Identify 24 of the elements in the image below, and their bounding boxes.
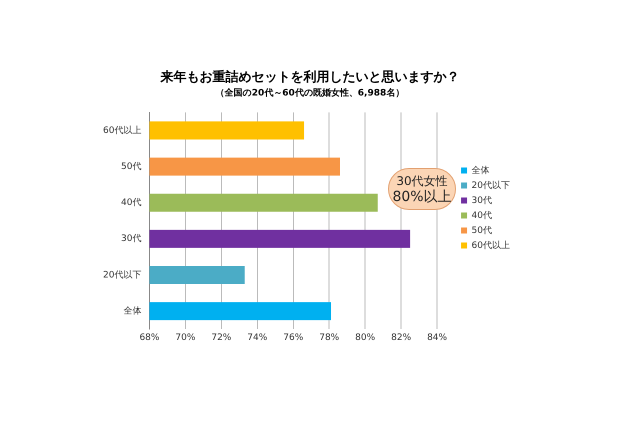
y-tick-label: 40代	[121, 197, 142, 208]
y-tick-label: 30代	[121, 233, 142, 244]
chart-subtitle: （全国の20代～60代の既婚女性、6,988名）	[216, 87, 404, 98]
legend-label: 20代以下	[472, 180, 510, 191]
legend-label: 50代	[472, 224, 492, 236]
y-tick-label: 50代	[121, 160, 142, 172]
x-tick-label: 82%	[391, 332, 412, 343]
legend-label: 全体	[472, 164, 490, 176]
x-tick-label: 74%	[247, 332, 268, 343]
x-tick-label: 70%	[175, 332, 196, 343]
legend-label: 40代	[472, 210, 492, 221]
x-tick-label: 72%	[211, 332, 232, 343]
x-tick-label: 78%	[319, 332, 340, 343]
legend-label: 30代	[472, 194, 492, 206]
chart-title: 来年もお重詰めセットを利用したいと思いますか？	[160, 69, 460, 86]
y-tick-label: 60代以上	[103, 124, 142, 136]
x-tick-label: 80%	[355, 332, 376, 343]
y-tick-label: 全体	[123, 305, 142, 316]
x-tick-label: 76%	[283, 332, 304, 343]
x-tick-label: 68%	[139, 332, 160, 343]
y-tick-label: 20代以下	[103, 269, 142, 280]
x-tick-label: 84%	[427, 332, 448, 343]
legend-label: 60代以上	[472, 240, 510, 251]
annotation: 30代女性 80%以上	[392, 174, 452, 205]
